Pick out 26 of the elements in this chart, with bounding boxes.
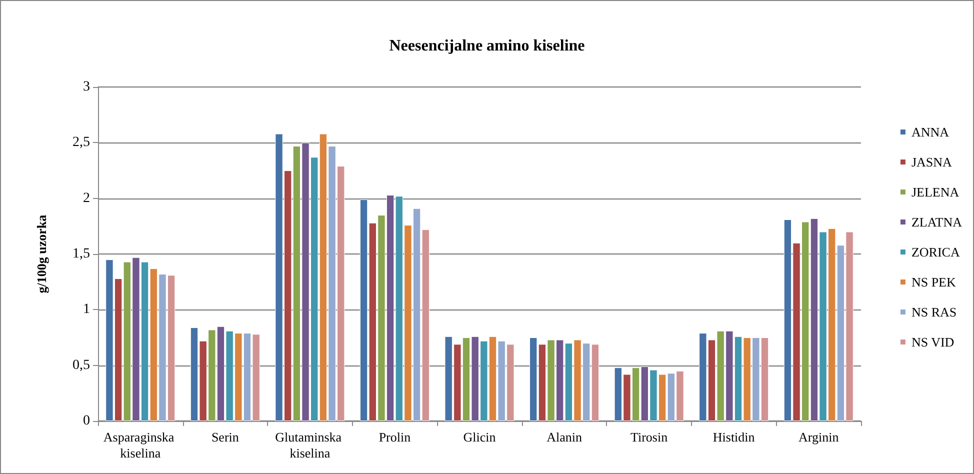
- x-tick-label: Glicin: [463, 430, 496, 444]
- legend-label: ZORICA: [911, 244, 960, 260]
- y-tick-label: 3: [83, 80, 90, 94]
- x-tick-label: Serin: [211, 430, 240, 444]
- x-tick-label: Arginin: [798, 430, 840, 444]
- legend-label: ZLATNA: [911, 214, 963, 230]
- y-tick-label: 2,5: [72, 135, 90, 150]
- y-tick-label: 1: [83, 302, 90, 318]
- y-tick-label: 0,5: [72, 358, 90, 373]
- legend-label: JELENA: [911, 184, 960, 200]
- x-tick-label: Glutaminska kiselina: [275, 430, 345, 460]
- x-tick-label: Tirosin: [630, 430, 668, 444]
- legend-label: NS RAS: [911, 304, 957, 320]
- chart-title: Neesencijalne amino kiseline: [389, 38, 585, 54]
- legend-label: NS PEK: [911, 274, 956, 290]
- legend-label: JASNA: [911, 154, 953, 170]
- x-tick-label: Alanin: [546, 430, 582, 444]
- x-tick-label: Histidin: [712, 430, 756, 444]
- legend-label: NS VID: [911, 334, 954, 350]
- y-tick-label: 1,5: [72, 246, 90, 262]
- y-tick-label: 0: [83, 414, 90, 428]
- y-axis-title: g/100g uzorka: [34, 214, 49, 294]
- legend-label: ANNA: [911, 124, 950, 140]
- x-tick-label: Asparaginska kiselina: [103, 430, 178, 460]
- y-tick-label: 2: [83, 190, 90, 206]
- x-tick-label: Prolin: [378, 430, 412, 444]
